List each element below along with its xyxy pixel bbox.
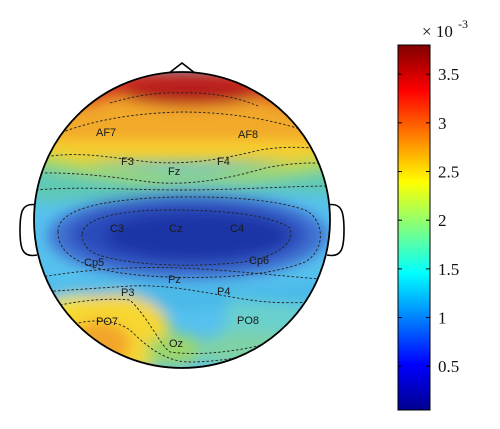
colorbar-tick-label: 3 bbox=[438, 114, 447, 133]
electrode-f4: F4 bbox=[217, 156, 230, 168]
colorbar-tick-label: 1 bbox=[438, 309, 447, 328]
left-ear bbox=[19, 203, 38, 257]
electrode-f3: F3 bbox=[121, 156, 134, 168]
head-outline bbox=[33, 71, 331, 369]
electrode-po7: PO7 bbox=[96, 316, 118, 328]
colorbar-tick-label: 2.5 bbox=[438, 163, 459, 182]
electrode-cp5: Cp5 bbox=[84, 257, 104, 269]
electrode-cz: Cz bbox=[169, 223, 182, 235]
colorbar-tick-label: 2 bbox=[438, 211, 447, 230]
electrode-af7: AF7 bbox=[96, 127, 116, 139]
colorbar-multiplier: × 10 bbox=[422, 22, 453, 41]
colorbar-multiplier-exponent: -3 bbox=[458, 17, 468, 31]
electrode-p3: P3 bbox=[121, 287, 134, 299]
electrode-labels: AF7 AF8 F3 Fz F4 C3 Cz C4 Cp5 Cp6 P3 Pz … bbox=[84, 127, 269, 350]
electrode-po8: PO8 bbox=[237, 315, 259, 327]
colorbar-tick-label: 3.5 bbox=[438, 65, 459, 84]
colorbar-gradient bbox=[397, 44, 431, 411]
electrode-cp6: Cp6 bbox=[249, 255, 269, 267]
electrode-oz: Oz bbox=[169, 338, 183, 350]
electrode-af8: AF8 bbox=[238, 129, 258, 141]
electrode-pz: Pz bbox=[168, 274, 181, 286]
colorbar-tick-label: 1.5 bbox=[438, 260, 459, 279]
electrode-c4: C4 bbox=[230, 223, 244, 235]
electrode-fz: Fz bbox=[168, 166, 180, 178]
right-ear bbox=[326, 203, 345, 257]
colorbar-tick-label: 0.5 bbox=[438, 357, 459, 376]
electrode-p4: P4 bbox=[217, 286, 230, 298]
colorbar: × 10 -3 3.5 3 2.5 2 1.5 1 0.5 bbox=[397, 17, 468, 411]
colorbar-ticks: 3.5 3 2.5 2 1.5 1 0.5 bbox=[398, 65, 459, 376]
electrode-c3: C3 bbox=[110, 223, 124, 235]
